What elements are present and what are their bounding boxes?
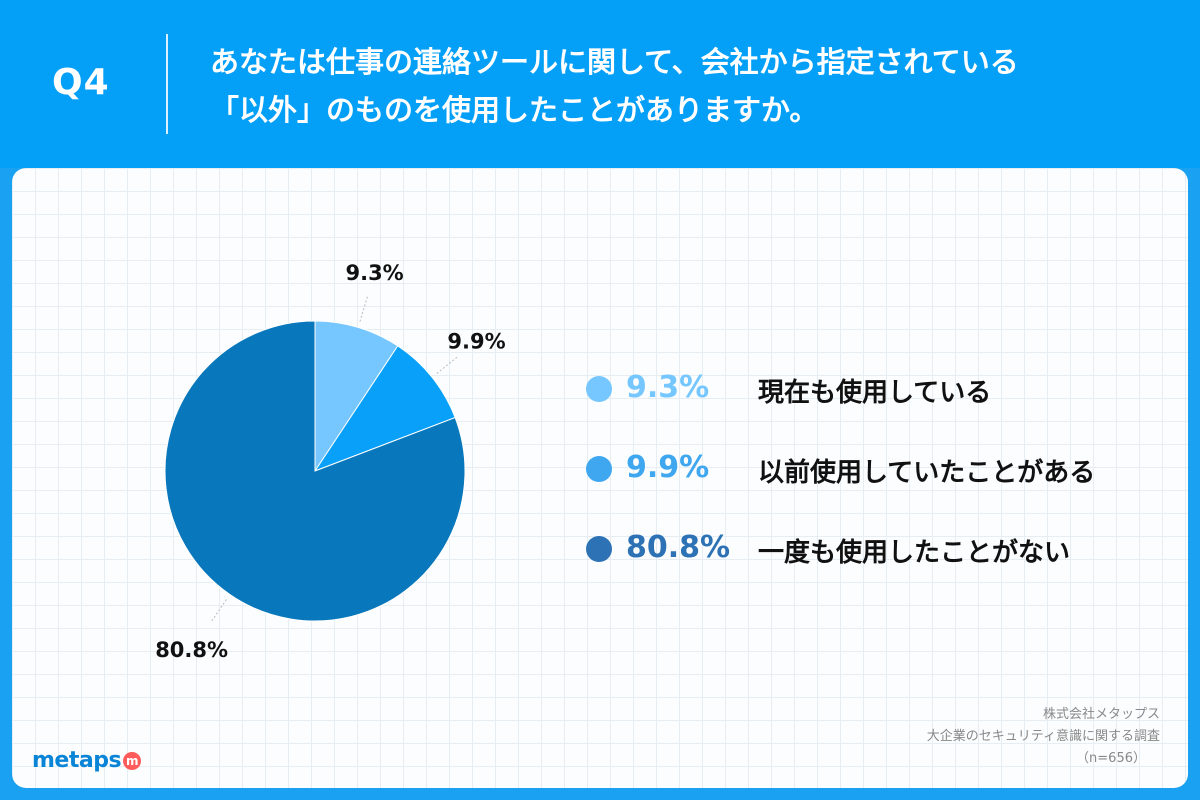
- logo-mark-icon: m: [123, 752, 142, 770]
- legend-item-previous: 9.9% 以前使用していたことがある: [582, 446, 1172, 526]
- question-number: Q4: [52, 62, 110, 103]
- leader-line-never: [210, 599, 227, 623]
- legend: 9.3% 現在も使用している 9.9% 以前使用していたことがある 80.8% …: [582, 366, 1172, 606]
- logo-text: metaps: [32, 748, 122, 773]
- pie-chart: 9.3% 9.9% 80.8%: [155, 261, 505, 662]
- chart-card: 9.3% 9.9% 80.8% 9.3% 現在も使用している 9.9% 以前使用して…: [12, 168, 1188, 788]
- legend-pct-previous: 9.9%: [626, 450, 710, 485]
- metaps-logo: metaps m: [32, 748, 142, 773]
- credit-sample-size: （n=656）: [1076, 751, 1146, 766]
- pie-label-previous: 9.9%: [447, 330, 505, 354]
- leader-line-previous: [436, 355, 459, 374]
- legend-item-current: 9.3% 現在も使用している: [582, 366, 1172, 446]
- survey-credit: 株式会社メタップス 大企業のセキュリティ意識に関する調査 （n=656）: [927, 704, 1160, 770]
- legend-dot-current: [586, 376, 612, 402]
- credit-company: 株式会社メタップス: [1042, 707, 1160, 722]
- legend-label-current: 現在も使用している: [758, 378, 992, 408]
- legend-dot-previous: [586, 456, 612, 482]
- header-divider: [166, 34, 168, 134]
- question-line-1: あなたは仕事の連絡ツールに関して、会社から指定されている: [210, 45, 1019, 79]
- leader-line-current: [359, 294, 369, 322]
- pie-label-current: 9.3%: [345, 261, 403, 285]
- question-text: あなたは仕事の連絡ツールに関して、会社から指定されている 「以外」のものを使用し…: [210, 38, 1170, 134]
- legend-item-never: 80.8% 一度も使用したことがない: [582, 526, 1172, 606]
- legend-pct-current: 9.3%: [626, 370, 710, 405]
- legend-label-never: 一度も使用したことがない: [758, 538, 1071, 568]
- pie-slice-current: [314, 320, 399, 473]
- credit-survey: 大企業のセキュリティ意識に関する調査: [926, 729, 1160, 744]
- pie-slice-never: [164, 320, 466, 622]
- legend-label-previous: 以前使用していたことがある: [758, 458, 1096, 488]
- pie-slice-previous: [313, 345, 456, 473]
- pie-label-never: 80.8%: [155, 638, 228, 662]
- question-line-2: 「以外」のものを使用したことがありますか。: [210, 93, 819, 127]
- legend-pct-never: 80.8%: [626, 530, 731, 565]
- legend-dot-never: [586, 536, 612, 562]
- question-header: Q4 あなたは仕事の連絡ツールに関して、会社から指定されている 「以外」のものを…: [0, 0, 1200, 168]
